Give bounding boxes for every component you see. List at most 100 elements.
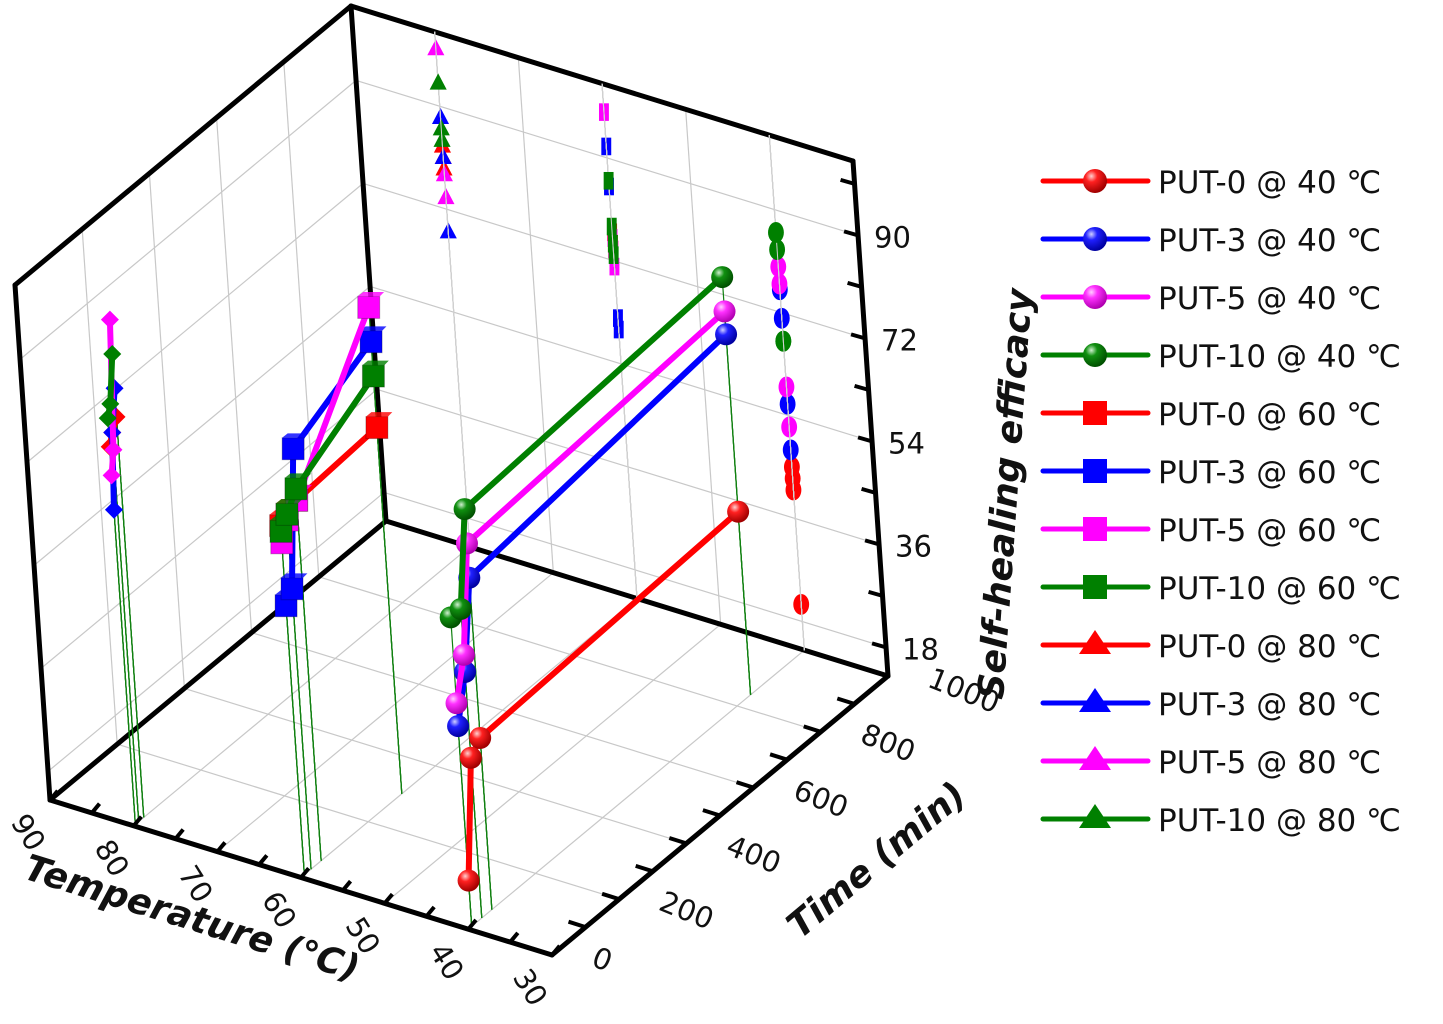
legend-label: PUT-0 @ 40 ℃ [1158, 165, 1381, 201]
y-tick [534, 947, 553, 957]
frame-edge [12, 282, 53, 803]
series-layer [98, 266, 750, 892]
y-tick [735, 780, 755, 790]
legend-label: PUT-10 @ 40 ℃ [1158, 339, 1401, 375]
x-tick [383, 892, 394, 905]
grid-line [33, 285, 371, 566]
grid-line [685, 109, 722, 625]
data-point [711, 266, 734, 289]
z-tick-label: 90 [874, 220, 911, 254]
data-point [469, 726, 492, 749]
axes-frame [12, 3, 891, 803]
grid-line [283, 61, 320, 577]
legend-circle-marker [1083, 227, 1107, 251]
x-tick [173, 828, 185, 841]
series-3 [439, 266, 734, 629]
data-point [445, 692, 468, 715]
back-wall-projections [427, 31, 810, 651]
frame-edge [12, 3, 354, 288]
projection-marker [603, 171, 614, 190]
x-tick-label: 40 [422, 937, 470, 986]
y-tick [567, 919, 587, 930]
y-tick [769, 752, 788, 762]
z-tick-label: 72 [881, 323, 918, 357]
y-tick [601, 891, 620, 902]
data-point [104, 440, 123, 459]
grid-line [517, 57, 554, 573]
series-1 [447, 323, 738, 738]
legend-label: PUT-0 @ 60 ℃ [1158, 397, 1381, 433]
x-tick [215, 841, 227, 853]
series-11 [98, 344, 122, 428]
legend-item: PUT-10 @ 60 ℃ [1040, 571, 1401, 607]
y-tick [836, 696, 856, 706]
legend-label: PUT-3 @ 60 ℃ [1158, 455, 1381, 491]
x-tick [257, 854, 269, 866]
y-tick-label: 400 [722, 828, 786, 880]
legend-item: PUT-3 @ 80 ℃ [1040, 687, 1381, 723]
data-point [103, 344, 122, 363]
legend-item: PUT-0 @ 40 ℃ [1040, 165, 1381, 201]
grid-line [133, 546, 471, 827]
z-tick-label: 54 [888, 426, 925, 460]
projection-marker [768, 221, 784, 243]
data-point [100, 310, 119, 329]
data-point [284, 473, 312, 501]
y-tick-label: 0 [587, 940, 617, 978]
projection-guide [768, 135, 805, 651]
legend-item: PUT-3 @ 60 ℃ [1040, 455, 1381, 491]
z-tick-label: 18 [902, 632, 939, 666]
series-0 [457, 500, 750, 892]
grid-line [26, 182, 364, 463]
z-tick-label: 36 [895, 529, 932, 563]
data-point [449, 598, 472, 621]
legend-item: PUT-3 @ 40 ℃ [1040, 223, 1381, 259]
frame-edge [47, 518, 389, 803]
data-point [453, 498, 476, 521]
drop-line [372, 376, 403, 794]
data-point [104, 500, 123, 519]
y-tick-label: 200 [655, 884, 719, 936]
legend-item: PUT-0 @ 80 ℃ [1040, 629, 1381, 665]
z-tick [871, 641, 887, 650]
grid-line [184, 687, 687, 844]
grid-line [384, 623, 722, 904]
data-point [455, 532, 478, 555]
data-point [727, 500, 750, 523]
legend-circle-marker [1083, 343, 1107, 367]
grid-line [148, 173, 185, 689]
grid-line [19, 79, 357, 360]
series-7 [269, 360, 389, 543]
legend-item: PUT-10 @ 40 ℃ [1040, 339, 1401, 375]
data-point [459, 746, 482, 769]
x-tick [48, 789, 60, 802]
y-tick [870, 668, 889, 678]
legend-triangle-marker [1079, 804, 1111, 828]
grid-line [216, 572, 554, 853]
projection-guide [601, 83, 638, 599]
legend-circle-marker [1083, 169, 1107, 193]
y-tick [635, 863, 654, 874]
grid-line [318, 576, 821, 733]
z-tick [861, 486, 877, 495]
y-tick-label: 600 [789, 773, 853, 825]
grid-layer [14, 5, 889, 956]
z-tick [857, 435, 873, 444]
grid-line [467, 649, 805, 930]
series-line [448, 274, 725, 620]
legend-label: PUT-5 @ 80 ℃ [1158, 745, 1381, 781]
legend-square-marker [1083, 401, 1107, 425]
x-tick [424, 905, 436, 918]
grid-line [81, 229, 118, 745]
legend-square-marker [1083, 575, 1107, 599]
projection-guide [434, 31, 471, 547]
data-point [452, 643, 475, 666]
x-tick [341, 879, 353, 892]
z-tick [847, 280, 863, 289]
legend-item: PUT-5 @ 80 ℃ [1040, 745, 1381, 781]
data-point [715, 323, 738, 346]
data-point [275, 498, 303, 526]
grid-line [251, 632, 754, 789]
legend-triangle-marker [1079, 746, 1111, 770]
